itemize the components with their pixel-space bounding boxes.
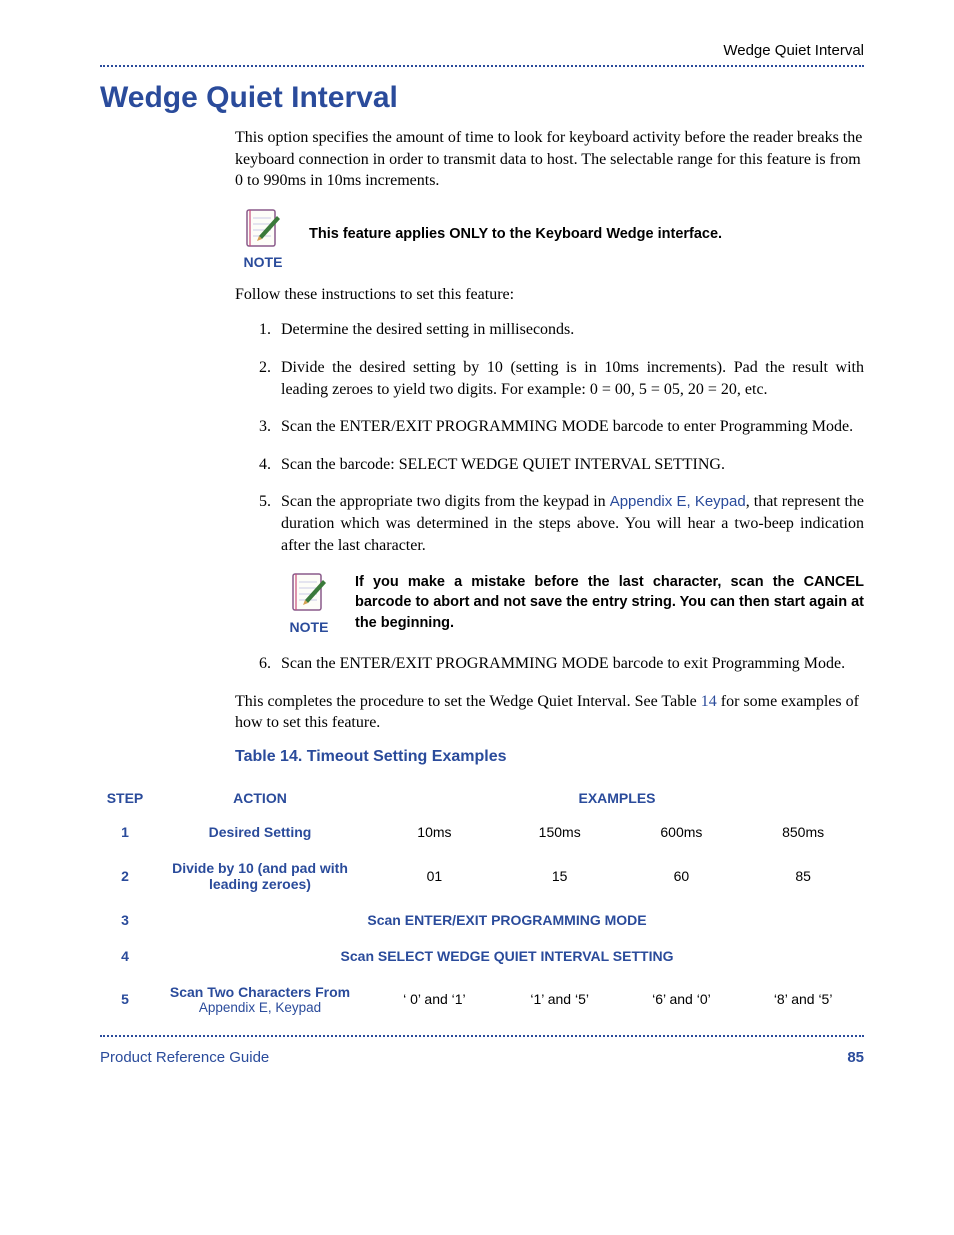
table-row: 1 Desired Setting 10ms 150ms 600ms 850ms xyxy=(100,814,864,850)
cell: ‘6’ and ‘0’ xyxy=(621,974,743,1025)
table-row: 2 Divide by 10 (and pad with leading zer… xyxy=(100,850,864,902)
notepad-icon xyxy=(241,206,285,250)
closing-paragraph: This completes the procedure to set the … xyxy=(235,691,864,734)
step-4: Scan the barcode: SELECT WEDGE QUIET INT… xyxy=(275,454,864,476)
cell-full-action: Scan ENTER/EXIT PROGRAMMING MODE xyxy=(150,902,864,938)
cell-action: Scan Two Characters From Appendix E, Key… xyxy=(150,974,370,1025)
step-5-text-a: Scan the appropriate two digits from the… xyxy=(281,493,610,510)
instruction-list: Determine the desired setting in millise… xyxy=(275,319,864,674)
cell-step: 5 xyxy=(100,974,150,1025)
cell-action: Divide by 10 (and pad with leading zeroe… xyxy=(150,850,370,902)
step-6: Scan the ENTER/EXIT PROGRAMMING MODE bar… xyxy=(275,653,864,675)
cell-full-action: Scan SELECT WEDGE QUIET INTERVAL SETTING xyxy=(150,938,864,974)
cell: 01 xyxy=(370,850,499,902)
cell-step: 1 xyxy=(100,814,150,850)
cell-step: 3 xyxy=(100,902,150,938)
top-rule xyxy=(100,65,864,67)
step-5: Scan the appropriate two digits from the… xyxy=(275,491,864,637)
note-icon-column-2: NOTE xyxy=(281,570,337,637)
page-number: 85 xyxy=(847,1049,864,1066)
cell: 600ms xyxy=(621,814,743,850)
running-header: Wedge Quiet Interval xyxy=(100,42,864,59)
cell: 10ms xyxy=(370,814,499,850)
cell: 150ms xyxy=(499,814,621,850)
cell-step: 4 xyxy=(100,938,150,974)
cell: ‘ 0’ and ‘1’ xyxy=(370,974,499,1025)
th-step: STEP xyxy=(100,782,150,814)
table-title: Table 14. Timeout Setting Examples xyxy=(235,748,864,766)
appendix-link[interactable]: Appendix E, Keypad xyxy=(610,493,746,510)
note-text-2: If you make a mistake before the last ch… xyxy=(355,570,864,633)
cell: ‘8’ and ‘5’ xyxy=(742,974,864,1025)
step-3: Scan the ENTER/EXIT PROGRAMMING MODE bar… xyxy=(275,416,864,438)
footer-title: Product Reference Guide xyxy=(100,1049,269,1066)
note-label-2: NOTE xyxy=(290,618,329,637)
closing-a: This completes the procedure to set the … xyxy=(235,693,701,710)
table-header-row: STEP ACTION EXAMPLES xyxy=(100,782,864,814)
cell-step: 2 xyxy=(100,850,150,902)
step-1: Determine the desired setting in millise… xyxy=(275,319,864,341)
note-icon-column: NOTE xyxy=(235,206,291,270)
table-row: 3 Scan ENTER/EXIT PROGRAMMING MODE xyxy=(100,902,864,938)
cell: 850ms xyxy=(742,814,864,850)
note-block-2: NOTE If you make a mistake before the la… xyxy=(281,570,864,637)
page-footer: Product Reference Guide 85 xyxy=(100,1049,864,1066)
cell: 85 xyxy=(742,850,864,902)
step-2: Divide the desired setting by 10 (settin… xyxy=(275,357,864,400)
table-row: 5 Scan Two Characters From Appendix E, K… xyxy=(100,974,864,1025)
note-block-1: NOTE This feature applies ONLY to the Ke… xyxy=(235,206,864,270)
note-text-1: This feature applies ONLY to the Keyboar… xyxy=(309,206,722,244)
th-action: ACTION xyxy=(150,782,370,814)
cell: 15 xyxy=(499,850,621,902)
follow-text: Follow these instructions to set this fe… xyxy=(235,284,864,306)
cell: 60 xyxy=(621,850,743,902)
intro-paragraph: This option specifies the amount of time… xyxy=(235,127,864,192)
table-row: 4 Scan SELECT WEDGE QUIET INTERVAL SETTI… xyxy=(100,938,864,974)
page-title: Wedge Quiet Interval xyxy=(100,81,864,115)
notepad-icon xyxy=(287,570,331,614)
examples-table: STEP ACTION EXAMPLES 1 Desired Setting 1… xyxy=(100,782,864,1025)
action-text: Scan Two Characters From xyxy=(170,984,350,1000)
note-label: NOTE xyxy=(244,254,283,270)
table-ref-link[interactable]: 14 xyxy=(701,693,717,710)
bottom-rule xyxy=(100,1035,864,1037)
cell-action: Desired Setting xyxy=(150,814,370,850)
cell: ‘1’ and ‘5’ xyxy=(499,974,621,1025)
appendix-link-table[interactable]: Appendix E, Keypad xyxy=(154,1000,366,1015)
th-examples: EXAMPLES xyxy=(370,782,864,814)
